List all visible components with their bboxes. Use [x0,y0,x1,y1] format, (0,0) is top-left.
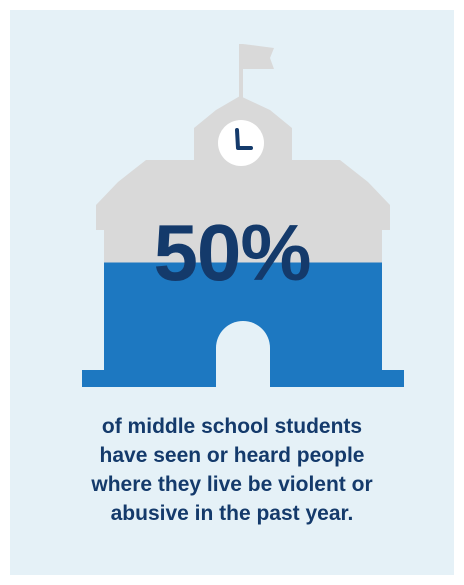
clock-hands [235,128,253,150]
flag-icon [243,44,274,69]
percentage-stat: 50% [153,208,311,297]
clock-icon [218,120,264,166]
caption-line: where they live be violent or [91,473,373,496]
flag-pole [239,44,243,102]
caption-line: have seen or heard people [99,444,365,467]
door-icon [216,321,270,387]
school-building-icon [82,44,404,387]
caption-line: abusive in the past year. [110,502,354,525]
caption-line: of middle school students [101,415,363,438]
caption-text: of middle school students have seen or h… [30,412,434,528]
